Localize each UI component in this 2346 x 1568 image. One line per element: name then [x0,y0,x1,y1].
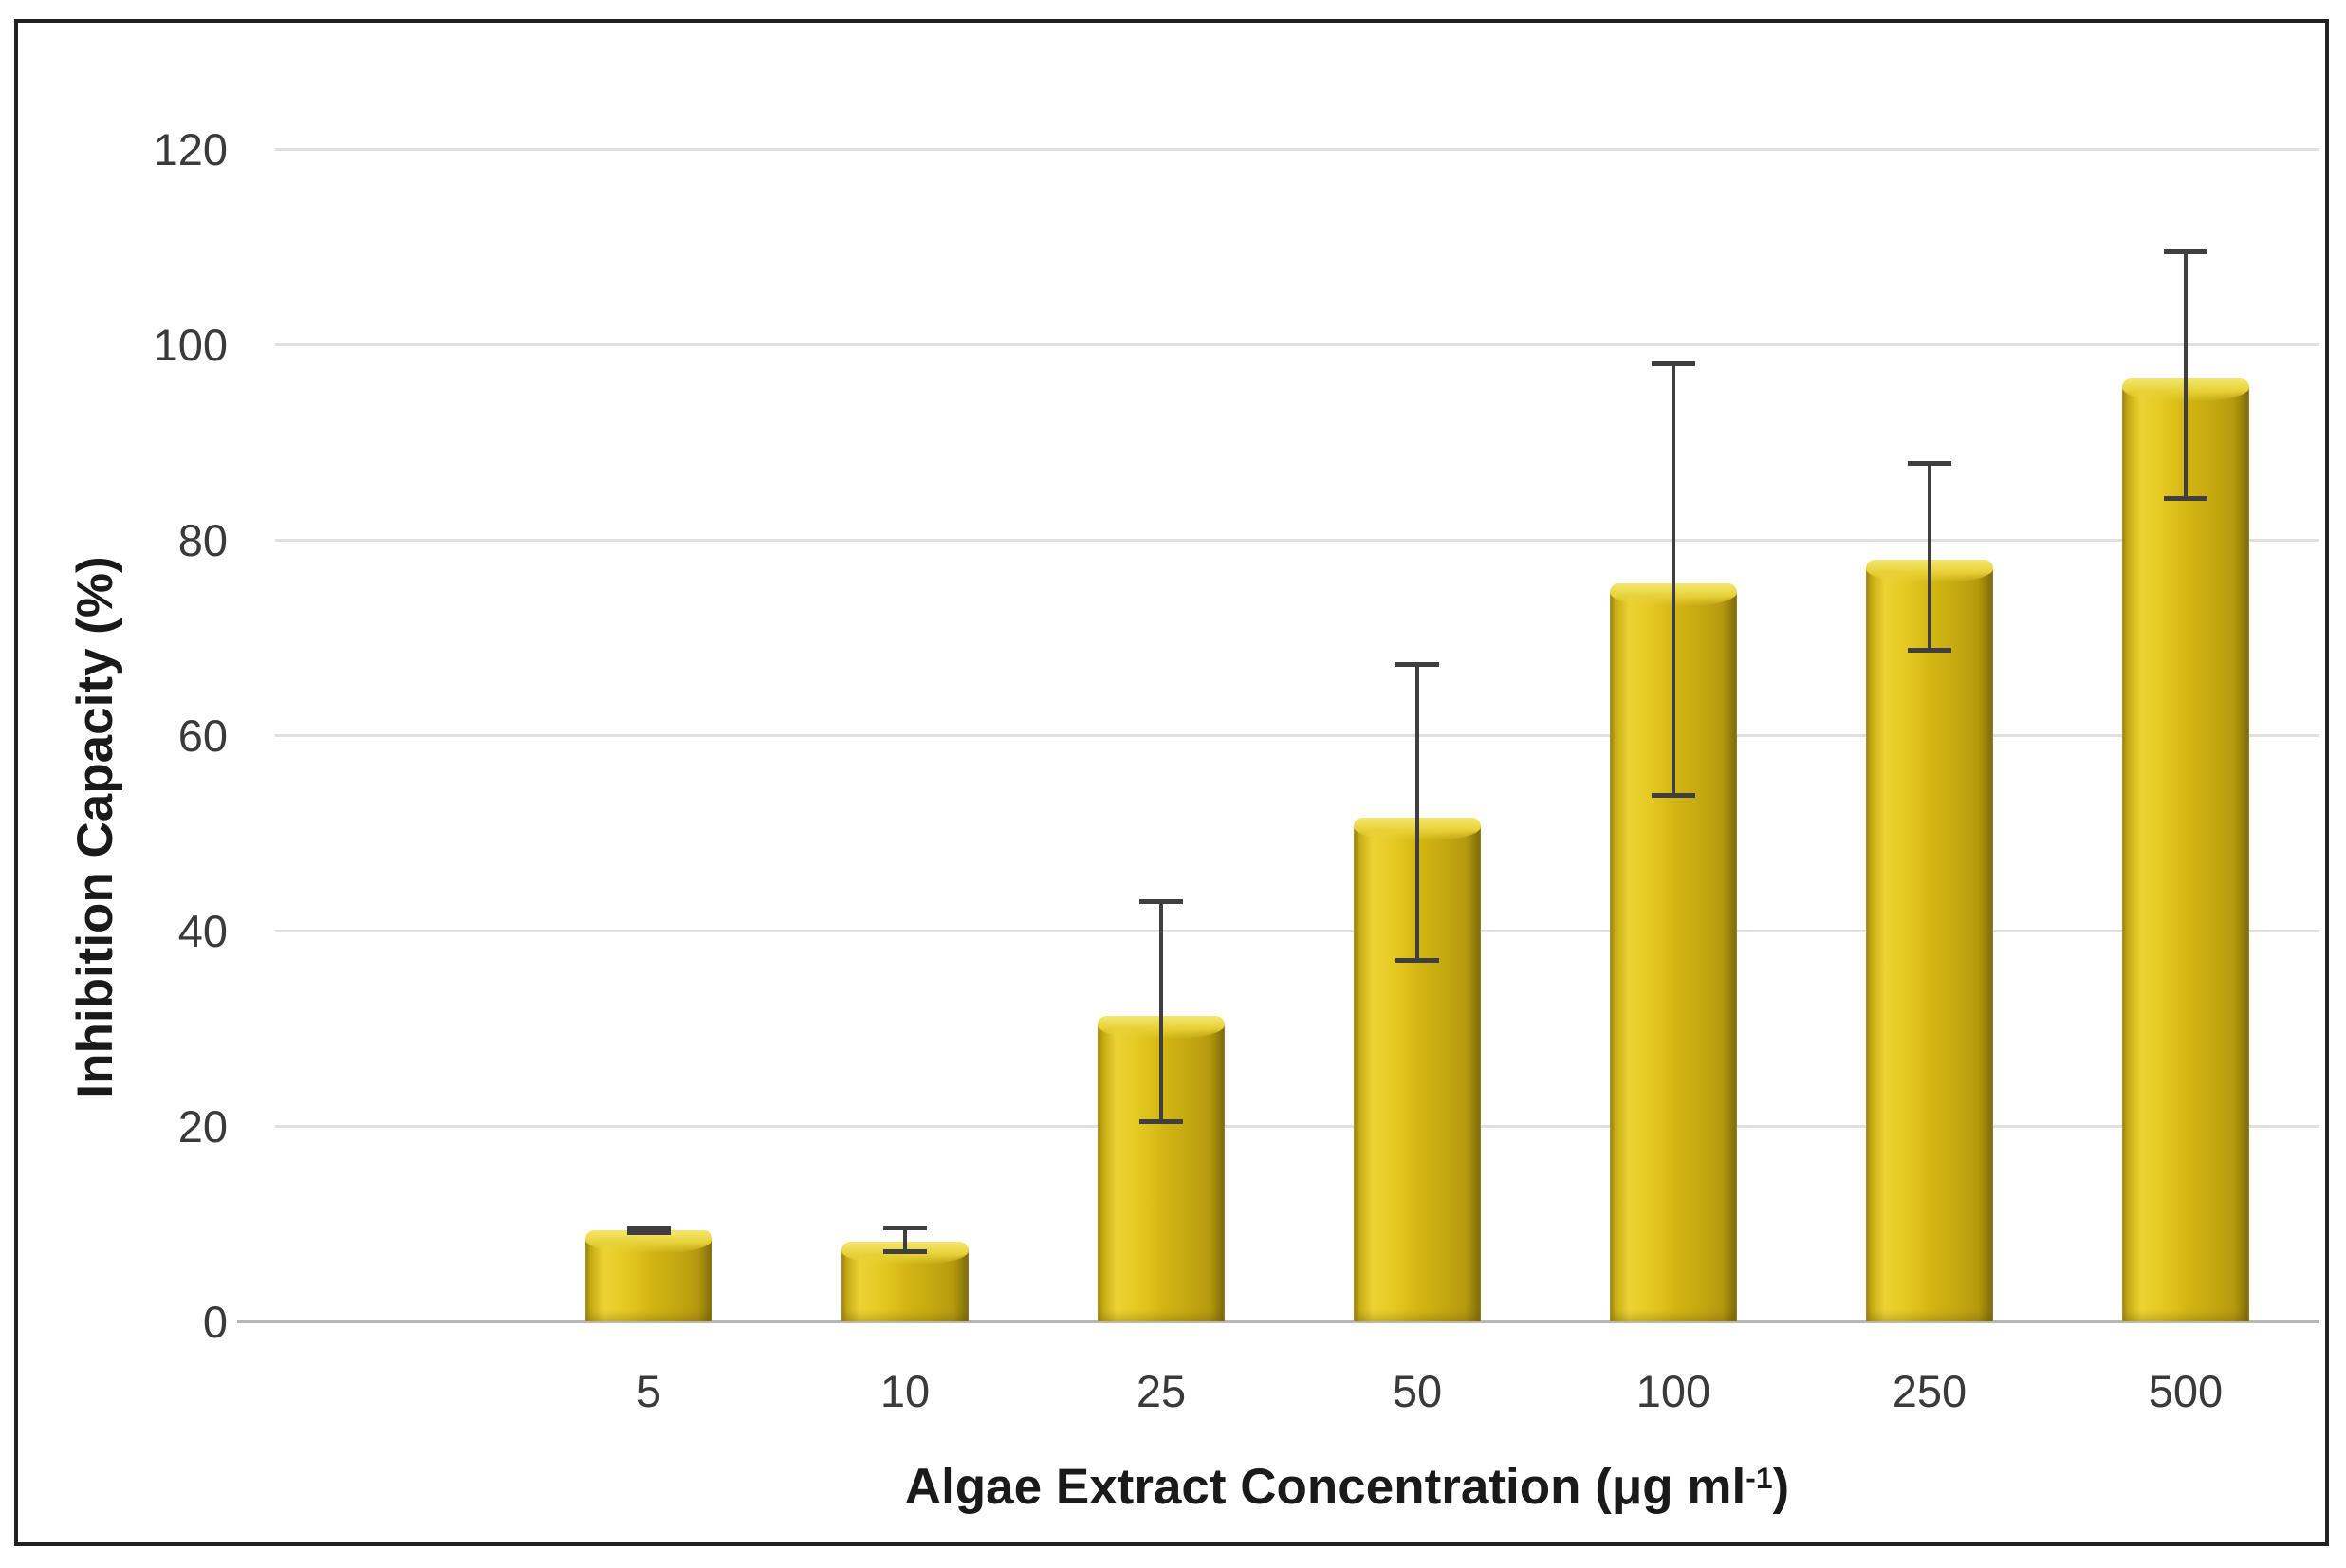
error-bar-line [647,1226,651,1236]
error-bar [1395,661,1439,963]
y-tick-label: 120 [153,124,228,175]
error-bar [2164,249,2207,501]
y-axis-title: Inhibition Capacity (%) [67,556,123,1098]
y-tick-label: 80 [177,515,228,565]
error-bar [1139,899,1183,1124]
error-bar-cap-top [1139,899,1183,905]
error-bar-cap-bottom [1395,957,1439,963]
error-bar-line [1672,360,1675,798]
error-bar-line [1159,899,1163,1124]
x-axis-title-superscript: -1 [1746,1461,1773,1496]
bar [1866,559,1993,1321]
error-bar-cap-bottom [2164,495,2207,501]
bar [841,1241,969,1321]
x-tick-label: 50 [1392,1366,1443,1416]
bar [585,1230,712,1321]
error-bar-cap-top [627,1226,671,1231]
x-axis-line [237,1320,2319,1323]
gridline [275,148,2319,151]
error-bar-cap-bottom [1652,792,1695,798]
y-tick-label: 20 [177,1101,228,1152]
y-tick-label: 0 [202,1297,228,1347]
gridline [275,343,2319,346]
x-tick-label: 100 [1635,1366,1711,1416]
gridline [275,930,2319,932]
error-bar-line [2184,249,2188,501]
error-bar [1908,460,1951,654]
y-tick-label: 100 [153,320,228,370]
error-bar-cap-top [1908,460,1951,466]
error-bar-cap-bottom [883,1248,927,1254]
error-bar-cap-bottom [1139,1118,1183,1124]
error-bar [883,1226,927,1254]
x-tick-label: 250 [1892,1366,1967,1416]
error-bar-cap-top [883,1226,927,1231]
error-bar-line [1415,661,1419,963]
gridline [275,1125,2319,1128]
x-axis-title-close: ) [1772,1459,1790,1515]
x-tick-label: 10 [879,1366,931,1416]
x-tick-label: 5 [636,1366,662,1416]
y-tick-label: 40 [177,906,228,956]
x-axis-title: Algae Extract Concentration (μg ml-1) [398,1459,2296,1517]
error-bar-line [903,1226,907,1254]
error-bar-cap-bottom [1908,648,1951,654]
bar [2122,378,2249,1321]
error-bar [1652,360,1695,798]
y-tick-label: 60 [177,710,228,761]
error-bar-cap-top [1652,360,1695,366]
error-bar-line [1928,460,1931,654]
error-bar-cap-top [2164,249,2207,255]
gridline [275,539,2319,542]
x-tick-label: 500 [2148,1366,2224,1416]
error-bar [627,1226,671,1236]
error-bar-cap-top [1395,661,1439,667]
error-bar-cap-bottom [627,1230,671,1236]
gridline [275,734,2319,737]
x-axis-title-text: Algae Extract Concentration (μg ml [904,1459,1746,1515]
x-tick-label: 25 [1136,1366,1187,1416]
